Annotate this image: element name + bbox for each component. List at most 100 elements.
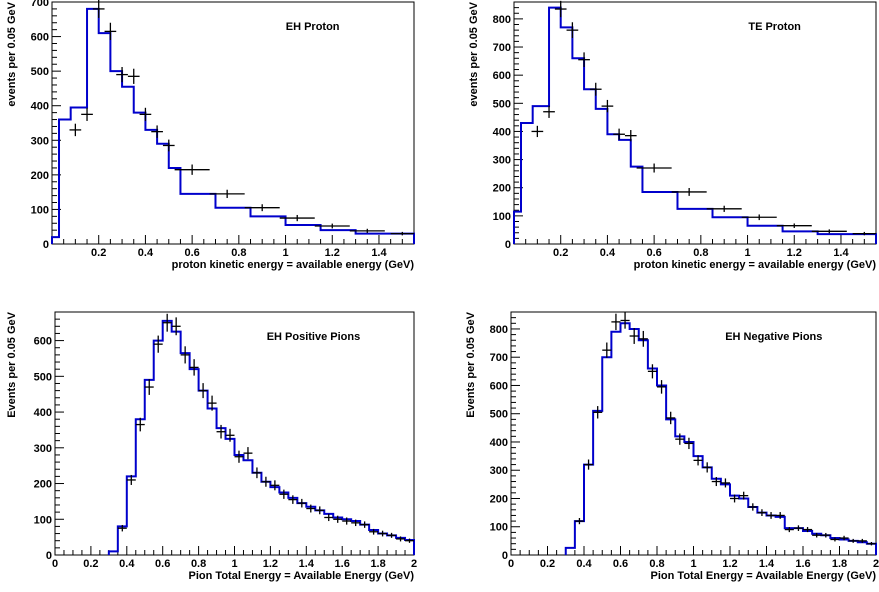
data-point	[360, 521, 370, 528]
y-tick-label: 0	[505, 239, 511, 251]
data-point	[81, 107, 93, 121]
y-tick-label: 500	[490, 409, 508, 421]
data-point	[866, 542, 876, 546]
y-tick-label: 700	[31, 0, 49, 9]
data-point	[543, 105, 555, 118]
x-tick-label: 1.2	[722, 558, 737, 570]
data-point	[811, 229, 847, 234]
data-point	[234, 450, 244, 463]
y-tick-label: 700	[490, 352, 508, 364]
y-tick-label: 400	[34, 407, 52, 419]
data-point	[288, 495, 298, 504]
x-tick-label: 0.8	[231, 247, 246, 259]
y-tick-label: 300	[31, 135, 49, 147]
y-tick-label: 500	[34, 371, 52, 383]
panel-title: EH Negative Pions	[725, 331, 822, 343]
data-point	[574, 517, 584, 525]
plot-frame	[510, 311, 877, 556]
data-point	[207, 395, 217, 411]
data-point	[378, 530, 388, 537]
data-point	[629, 328, 639, 344]
x-axis-title: proton kinetic energy = available energy…	[172, 259, 415, 271]
data-point	[624, 130, 637, 142]
y-tick-label: 300	[493, 155, 511, 167]
data-point	[720, 478, 730, 488]
x-axis-title: proton kinetic energy = available energy…	[634, 259, 877, 271]
x-tick-label: 2	[873, 558, 879, 570]
x-tick-label: 0.8	[191, 558, 206, 570]
data-point	[369, 528, 379, 535]
data-point	[69, 123, 82, 137]
model-histogram	[51, 7, 415, 244]
data-point	[601, 99, 614, 113]
data-point	[189, 359, 199, 376]
data-point	[314, 223, 350, 229]
data-point	[180, 346, 190, 364]
y-tick-label: 600	[493, 70, 511, 82]
data-point	[675, 433, 685, 445]
y-tick-label: 200	[34, 479, 52, 491]
x-tick-label: 0.6	[184, 247, 199, 259]
data-point	[784, 527, 794, 533]
y-tick-label: 800	[493, 14, 511, 26]
data-point	[396, 536, 406, 542]
y-tick-label: 200	[31, 170, 49, 182]
data-point	[162, 139, 175, 152]
data-point	[739, 491, 749, 500]
data-point	[671, 188, 707, 196]
panel-title: EH Proton	[286, 21, 340, 33]
y-tick-label: 300	[490, 465, 508, 477]
x-tick-label: 1.2	[263, 558, 278, 570]
x-tick-label: 1.4	[371, 247, 387, 259]
data-point	[243, 447, 253, 460]
data-point	[666, 411, 676, 425]
data-point	[554, 0, 567, 18]
x-tick-label: 1.2	[787, 247, 802, 259]
data-point	[270, 480, 280, 491]
data-point	[209, 189, 245, 199]
x-tick-label: 1	[690, 558, 696, 570]
data-point	[126, 474, 136, 485]
plot-frame	[51, 1, 415, 245]
data-point	[333, 515, 343, 523]
data-point	[613, 128, 625, 140]
y-tick-label: 500	[31, 66, 49, 78]
y-tick-label: 700	[493, 42, 511, 54]
data-point	[390, 231, 414, 236]
model-histogram	[513, 6, 877, 244]
x-tick-label: 1	[744, 247, 750, 259]
y-tick-label: 800	[490, 324, 508, 336]
data-point	[324, 513, 334, 522]
x-tick-label: 0.2	[83, 558, 98, 570]
data-point	[216, 424, 226, 439]
data-point	[647, 364, 657, 379]
panel-1: 0 100 200 300 400 500 600 700 0.2 0.4 0.6 0.8 1 1.2 1.…	[6, 0, 415, 271]
data-point	[741, 214, 777, 221]
panel-4: 0 100 200 300 400 500 600 700 800 0 0.2 0.4 0.6 0.8 1 1…	[465, 311, 879, 582]
data-point	[225, 428, 235, 442]
data-point	[252, 467, 262, 479]
y-tick-label: 100	[493, 211, 511, 223]
data-point	[757, 509, 767, 517]
data-point	[852, 231, 876, 236]
y-tick-label: 600	[31, 32, 49, 44]
data-point	[748, 503, 758, 511]
data-point	[351, 519, 361, 527]
y-axis-title: Events per 0.05 GeV	[6, 311, 18, 417]
x-tick-label: 1.4	[759, 558, 775, 570]
data-point	[171, 317, 181, 336]
x-tick-label: 1	[231, 558, 237, 570]
data-point	[657, 380, 667, 394]
x-tick-label: 0	[508, 558, 514, 570]
x-tick-label: 1.4	[299, 558, 315, 570]
x-tick-label: 1	[282, 247, 288, 259]
data-point	[315, 506, 325, 515]
x-tick-label: 1.6	[795, 558, 810, 570]
data-point	[174, 164, 210, 175]
x-tick-label: 0.4	[138, 247, 154, 259]
y-tick-label: 400	[31, 101, 49, 113]
panel-2: 0 100 200 300 400 500 600 700 800 0.2 0.4 0.6 0.8 1 1.…	[468, 0, 877, 271]
x-tick-label: 0.2	[540, 558, 555, 570]
data-point	[839, 535, 849, 541]
x-tick-label: 0.4	[119, 558, 135, 570]
